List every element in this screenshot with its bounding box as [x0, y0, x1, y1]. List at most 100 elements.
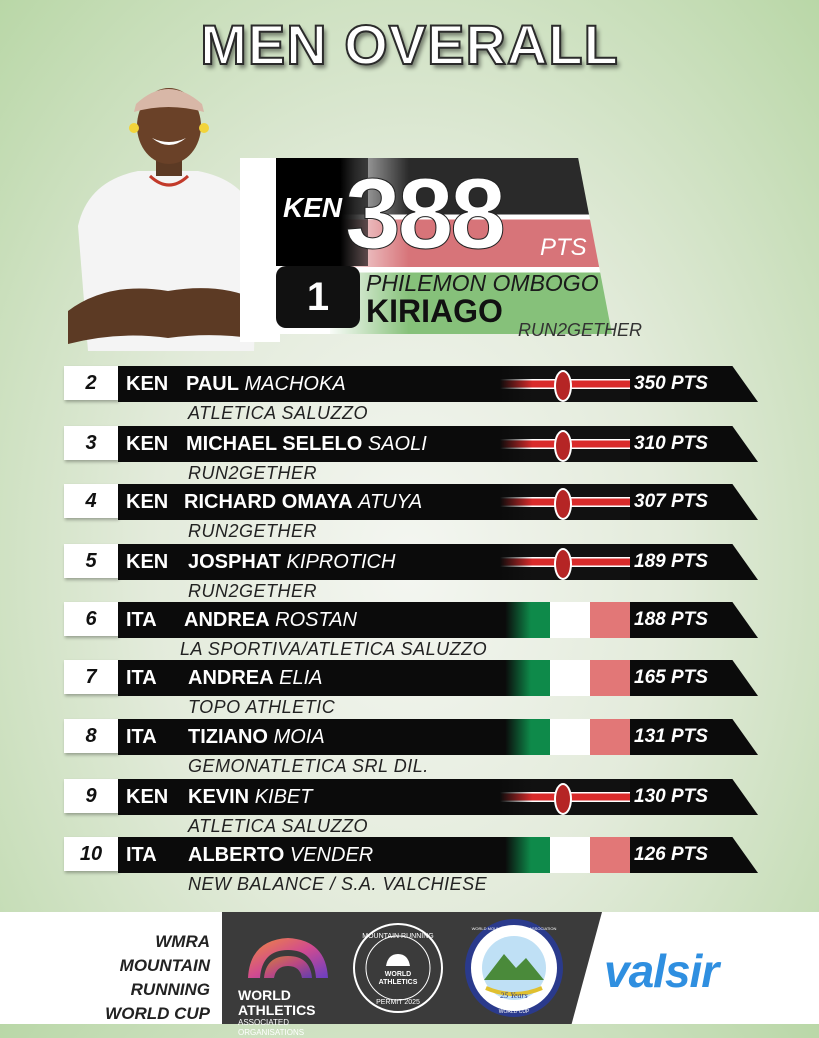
- athlete-points: 310 PTS: [634, 433, 708, 454]
- athlete-nationality: ITA: [126, 726, 157, 748]
- wa-subtitle: ASSOCIATED ORGANISATIONS: [238, 1018, 305, 1037]
- rank-number: 4: [64, 484, 118, 518]
- athlete-club: ATLETICA SALUZZO: [188, 816, 369, 836]
- winner-last-name: KIRIAGO: [366, 293, 503, 329]
- permit-top-text: MOUNTAIN RUNNING: [362, 933, 433, 940]
- athlete-last-name: KIPROTICH: [286, 551, 396, 573]
- athlete-first-name: JOSPHAT: [188, 551, 281, 573]
- winner-points: 388: [345, 158, 507, 270]
- event-name-line: WMRA: [155, 932, 210, 951]
- kenya-flag-icon: [500, 779, 630, 815]
- athlete-first-name: RICHARD OMAYA: [184, 491, 353, 513]
- rank-number: 8: [64, 719, 118, 753]
- athlete-club: ATLETICA SALUZZO: [188, 403, 369, 423]
- event-name-line: MOUNTAIN: [119, 956, 210, 975]
- athlete-last-name: ATUYA: [358, 491, 423, 513]
- winner-nat-block: [276, 158, 368, 266]
- athlete-bar: [118, 779, 758, 815]
- wmra-ring-text: WORLD MOUNTAIN RUNNING ASSOCIATION: [472, 926, 557, 931]
- rank-number: 6: [64, 602, 118, 636]
- athlete-last-name: KIBET: [254, 786, 313, 808]
- athlete-points: 307 PTS: [634, 491, 708, 512]
- world-athletics-logo-icon: [248, 938, 328, 978]
- athlete-name: JOSPHAT KIPROTICH: [188, 551, 395, 574]
- rank-number: 7: [64, 660, 118, 694]
- permit-bottom-text: PERMIT 2025: [376, 999, 420, 1006]
- athlete-club: RUN2GETHER: [188, 581, 318, 601]
- athlete-last-name: MACHOKA: [244, 373, 346, 395]
- rank-number: 3: [64, 426, 118, 460]
- athlete-name: RICHARD OMAYA ATUYA: [184, 491, 422, 514]
- ranking-row: 9 130 PTS KEN KEVIN KIBET ATLETICA SALUZZO: [0, 779, 819, 839]
- athlete-nationality: ITA: [126, 609, 157, 631]
- winner-card: KEN 388 PTS 1 PHILEMON OMBOGO KIRIAGO RU…: [0, 0, 819, 360]
- ranking-row: 3 310 PTS KEN MICHAEL SELELO SAOLI RUN2GETHE…: [0, 426, 819, 486]
- kenya-flag-icon: [330, 158, 612, 334]
- kenya-shield-icon: [554, 488, 572, 520]
- athlete-points: 350 PTS: [634, 373, 708, 394]
- athlete-last-name: SAOLI: [367, 433, 427, 455]
- winner-club: RUN2GETHER: [518, 320, 643, 340]
- valsir-logo: valsir: [604, 945, 719, 997]
- athlete-first-name: ANDREA: [184, 609, 270, 631]
- athlete-first-name: TIZIANO: [188, 726, 268, 748]
- athlete-nationality: KEN: [126, 491, 169, 513]
- wmra-bottom-text: WORLD CUP: [499, 1009, 530, 1015]
- ranking-row: 7 165 PTS ITA ANDREA ELIA TOPO ATHLETIC: [0, 660, 819, 720]
- permit-logo-text: ATHLETICS: [379, 979, 418, 986]
- athlete-bar: [118, 366, 758, 402]
- kenya-flag-icon: [500, 484, 630, 520]
- athlete-points: 131 PTS: [634, 726, 708, 747]
- winner-nationality: KEN: [283, 192, 343, 223]
- athlete-club: GEMONATLETICA SRL DIL.: [188, 756, 429, 776]
- athlete-name: ANDREA ROSTAN: [184, 609, 357, 632]
- athlete-name: MICHAEL SELELO SAOLI: [186, 433, 427, 456]
- athlete-bar: [118, 544, 758, 580]
- athlete-last-name: VENDER: [289, 844, 374, 866]
- rank-number: 2: [64, 366, 118, 400]
- athlete-club: RUN2GETHER: [188, 521, 318, 541]
- athlete-first-name: PAUL: [186, 373, 239, 395]
- event-name-line: WORLD CUP: [105, 1004, 210, 1023]
- athlete-first-name: KEVIN: [188, 786, 250, 808]
- athlete-last-name: ELIA: [279, 667, 323, 689]
- athlete-nationality: KEN: [126, 551, 169, 573]
- athlete-points: 126 PTS: [634, 844, 708, 865]
- kenya-shield-icon: [554, 548, 572, 580]
- footer: WMRA MOUNTAIN RUNNING WORLD CUP WORLD AT…: [0, 912, 819, 1037]
- winner-pts-label: PTS: [540, 234, 587, 261]
- athlete-points: 188 PTS: [634, 609, 708, 630]
- kenya-shield-icon: [554, 783, 572, 815]
- athlete-bar: [118, 719, 758, 755]
- page-title: MEN OVERALL: [199, 12, 619, 77]
- ranking-row: 2 350 PTS KEN PAUL MACHOKA ATLETICA SALUZZO: [0, 366, 819, 426]
- ranking-row: 4 307 PTS KEN RICHARD OMAYA ATUYA RUN2GETHER: [0, 484, 819, 544]
- rank-number: 10: [64, 837, 118, 871]
- athlete-club: NEW BALANCE / S.A. VALCHIESE: [188, 874, 488, 894]
- wmra-badge-icon: WORLD MOUNTAIN RUNNING ASSOCIATION 25 Ye…: [465, 919, 563, 1017]
- athlete-name: PAUL MACHOKA: [186, 373, 346, 396]
- winner-first-name: PHILEMON OMBOGO: [366, 270, 599, 296]
- ranking-row: 5 189 PTS KEN JOSPHAT KIPROTICH RUN2GETHER: [0, 544, 819, 604]
- ranking-row: 10 126 PTS ITA ALBERTO VENDER NEW BALANCE / …: [0, 837, 819, 897]
- italy-flag-icon: [470, 837, 630, 873]
- wa-name-line: ATHLETICS: [238, 1002, 316, 1018]
- event-name: WMRA MOUNTAIN RUNNING WORLD CUP: [68, 930, 210, 1026]
- athlete-bar: [118, 660, 758, 696]
- winner-rank: 1: [276, 266, 360, 328]
- athlete-bar: [118, 837, 758, 873]
- kenya-flag-icon: [500, 426, 630, 462]
- athlete-name: KEVIN KIBET: [188, 786, 312, 809]
- athlete-points: 165 PTS: [634, 667, 708, 688]
- athlete-first-name: ALBERTO: [188, 844, 285, 866]
- athlete-first-name: MICHAEL SELELO: [186, 433, 363, 455]
- athlete-photo: [68, 88, 268, 351]
- rank-number: 9: [64, 779, 118, 813]
- italy-flag-icon: [470, 660, 630, 696]
- athlete-name: ANDREA ELIA: [188, 667, 322, 690]
- ranking-row: 6 188 PTS ITA ANDREA ROSTAN LA SPORTIVA/ATLE…: [0, 602, 819, 662]
- kenya-shield-icon: [554, 430, 572, 462]
- athlete-nationality: ITA: [126, 667, 157, 689]
- athlete-bar: [118, 602, 758, 638]
- italy-flag-icon: [470, 602, 630, 638]
